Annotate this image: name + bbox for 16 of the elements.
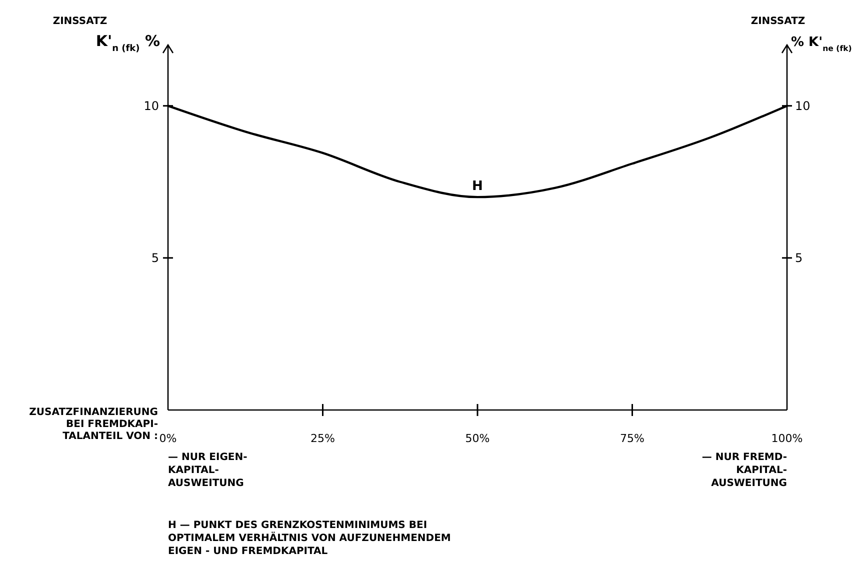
- y2-tick-label: 10: [795, 98, 810, 113]
- y2-axis-title: ZINSSATZ: [750, 16, 806, 27]
- text: — NUR EIGEN- KAPITAL- AUSWEITUNG: [168, 452, 248, 489]
- y2-tick-label: 5: [795, 250, 803, 265]
- text: H — PUNKT DES GRENZKOSTENMINIMUMS BEI OPTIMALEM VERHÄLTNIS VON AUFZUNEHMENDEM EIGEN - UND FREMDKAPITAL: [168, 520, 451, 557]
- y-axis-title: ZINSSATZ: [52, 16, 108, 27]
- x-tick-label: 75%: [620, 432, 644, 445]
- annotation: H: [472, 179, 483, 194]
- x-tick-label: 50%: [465, 432, 490, 445]
- text: K'$_{n (fk)}$ %: [96, 32, 160, 54]
- x-axis-title: ZUSATZFINANZIERUNG BEI FREMDKAPI- TALANTEIL VON :: [29, 407, 158, 442]
- text: — NUR FREMD- KAPITAL- AUSWEITUNG: [702, 452, 787, 489]
- text: % K'$_{ne (fk)}$: [791, 35, 852, 52]
- x-tick-label: 0%: [159, 432, 177, 445]
- x-tick-label: 100%: [771, 432, 803, 445]
- x-tick-label: 25%: [310, 432, 335, 445]
